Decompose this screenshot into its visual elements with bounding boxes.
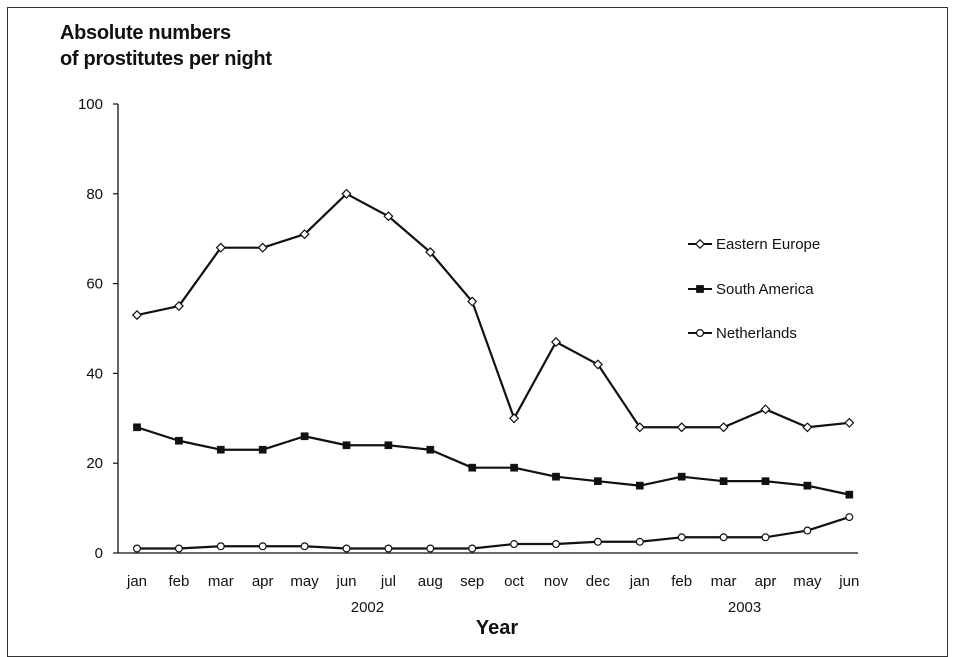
data-point-netherlands — [258, 542, 267, 551]
data-point-netherlands — [426, 544, 435, 553]
y-tick-label: 100 — [78, 96, 103, 113]
data-point-netherlands — [300, 542, 309, 551]
x-tick-label: apr — [252, 573, 274, 590]
data-point-eastern-europe — [634, 422, 645, 433]
x-tick-label: aug — [418, 573, 443, 590]
x-tick-label: mar — [711, 573, 737, 590]
x-tick-label: mar — [208, 573, 234, 590]
x-tick-label: jan — [629, 573, 650, 590]
data-point-eastern-europe — [467, 296, 478, 307]
data-point-eastern-europe — [257, 242, 268, 253]
data-point-eastern-europe — [676, 422, 687, 433]
x-tick-label: dec — [586, 573, 611, 590]
data-point-south-america — [468, 463, 477, 472]
data-point-netherlands — [133, 544, 142, 553]
x-tick-label: may — [793, 573, 822, 590]
x-tick-label: jul — [380, 573, 396, 590]
year-label: 2002 — [351, 599, 384, 616]
x-axis-title: Year — [476, 617, 518, 639]
data-point-netherlands — [510, 540, 519, 549]
data-point-netherlands — [174, 544, 183, 553]
x-tick-label: jun — [838, 573, 859, 590]
data-point-eastern-europe — [550, 336, 562, 348]
data-point-eastern-europe — [802, 422, 813, 433]
y-tick-label: 0 — [95, 545, 103, 562]
x-tick-label: jun — [335, 573, 356, 590]
year-label: 2003 — [728, 599, 761, 616]
x-tick-label: feb — [671, 573, 692, 590]
data-point-eastern-europe — [509, 413, 520, 424]
data-point-netherlands — [551, 540, 560, 549]
data-point-netherlands — [342, 544, 351, 553]
legend-marker-eastern-europe — [694, 238, 706, 250]
data-point-netherlands — [719, 533, 728, 542]
data-point-eastern-europe — [760, 404, 771, 415]
data-point-eastern-europe — [131, 309, 143, 321]
data-point-netherlands — [761, 533, 770, 542]
x-tick-label: may — [290, 573, 319, 590]
data-point-netherlands — [468, 544, 477, 553]
data-point-south-america — [803, 481, 812, 490]
data-point-eastern-europe — [173, 301, 184, 312]
data-point-south-america — [594, 477, 602, 486]
data-point-south-america — [719, 477, 728, 486]
x-tick-label: nov — [544, 573, 569, 590]
legend-label-netherlands: Netherlands — [716, 325, 797, 342]
data-point-south-america — [845, 490, 854, 499]
data-point-south-america — [133, 423, 141, 432]
data-point-south-america — [552, 472, 560, 481]
data-point-netherlands — [845, 513, 854, 522]
data-point-netherlands — [384, 544, 393, 553]
data-point-south-america — [258, 445, 267, 454]
x-tick-label: sep — [460, 573, 484, 590]
y-axis-title-line-2: of prostitutes per night — [60, 48, 272, 70]
data-point-south-america — [216, 445, 225, 454]
series-line-eastern-europe — [136, 192, 850, 429]
series-line-south-america — [136, 426, 850, 496]
data-point-south-america — [342, 441, 351, 450]
data-point-netherlands — [803, 526, 812, 535]
x-tick-label: apr — [755, 573, 777, 590]
data-point-south-america — [384, 441, 393, 450]
legend-label-eastern-europe: Eastern Europe — [716, 236, 820, 253]
data-point-eastern-europe — [383, 211, 394, 222]
data-point-eastern-europe — [425, 247, 436, 258]
data-point-south-america — [635, 481, 644, 490]
y-axis-title-line-1: Absolute numbers — [60, 22, 231, 44]
data-point-south-america — [677, 472, 686, 481]
data-point-south-america — [175, 436, 183, 445]
legend-label-south-america: South America — [716, 281, 814, 298]
data-point-netherlands — [216, 542, 225, 551]
data-point-eastern-europe — [718, 422, 729, 433]
data-point-south-america — [510, 463, 518, 472]
data-point-eastern-europe — [215, 242, 226, 253]
data-point-south-america — [761, 477, 770, 486]
x-tick-label: jan — [126, 573, 147, 590]
y-tick-label: 40 — [86, 365, 103, 382]
series-line-netherlands — [137, 516, 850, 550]
y-axis-title: Absolute numbers of prostitutes per nigh… — [60, 20, 272, 72]
data-point-south-america — [300, 432, 309, 441]
y-tick-label: 20 — [86, 455, 103, 472]
data-point-netherlands — [677, 533, 686, 542]
data-point-south-america — [426, 445, 435, 454]
x-tick-label: oct — [504, 573, 525, 590]
data-point-eastern-europe — [341, 188, 352, 199]
data-point-eastern-europe — [844, 417, 855, 428]
y-tick-label: 80 — [86, 186, 103, 203]
legend-marker-south-america — [696, 285, 704, 293]
x-tick-label: feb — [168, 573, 189, 590]
data-point-eastern-europe — [299, 229, 310, 240]
y-tick-label: 60 — [86, 276, 103, 293]
legend-marker-netherlands — [695, 329, 704, 338]
data-point-netherlands — [593, 537, 602, 546]
data-point-netherlands — [635, 537, 644, 546]
data-point-eastern-europe — [592, 359, 603, 370]
